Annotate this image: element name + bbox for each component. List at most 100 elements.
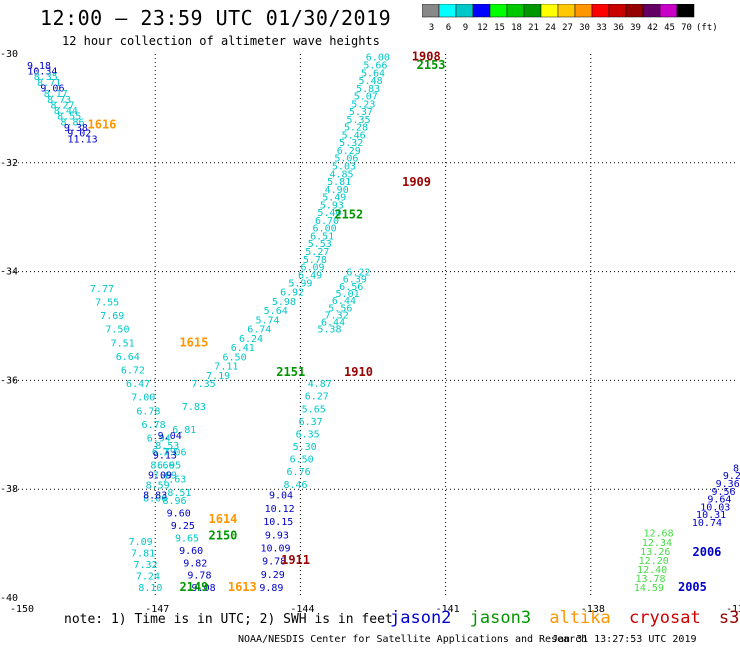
wave-height-value: 6.76 (287, 467, 311, 478)
wave-height-value: 10.09 (260, 543, 290, 554)
wave-height-value: 11.13 (68, 134, 98, 145)
wave-height-value: 5.98 (272, 297, 296, 308)
pass-time-label: 2005 (678, 580, 707, 594)
x-tick-label: -144 (290, 604, 314, 615)
wave-height-value: 7.00 (131, 393, 155, 404)
pass-time-label: 2150 (209, 528, 238, 542)
wave-height-value: 8.46 (284, 480, 308, 491)
wave-height-value: 5.27 (305, 247, 329, 258)
wave-height-value: 6.74 (247, 325, 271, 336)
wave-height-value: 9.89 (259, 583, 283, 594)
wave-height-value: 6.78 (142, 420, 166, 431)
wave-height-value: 5.56 (328, 303, 352, 314)
wave-height-value: 9.18 (27, 61, 51, 72)
wave-height-value: 5.49 (322, 193, 346, 204)
wave-height-value: 14.59 (634, 583, 664, 594)
chart-subtitle: 12 hour collection of altimeter wave hei… (62, 34, 380, 48)
wave-height-value: 6.47 (126, 379, 150, 390)
wave-height-value: 6.09 (300, 263, 324, 274)
wave-height-value: 4.90 (325, 185, 349, 196)
wave-height-value: 8.51 (167, 488, 191, 499)
wave-height-value: 6.81 (172, 425, 196, 436)
y-tick-label: -30 (0, 49, 18, 60)
wave-height-value: 10.03 (700, 502, 730, 513)
wave-height-value: 7.24 (136, 572, 160, 583)
wave-height-value: 6.94 (147, 434, 171, 445)
legend-label: 24 (545, 23, 556, 33)
wave-height-value: 9.78 (187, 571, 211, 582)
chart-title: 12:00 – 23:59 UTC 01/30/2019 (40, 6, 392, 30)
wave-height-value: 12.68 (644, 529, 674, 540)
wave-height-value: 6.72 (121, 366, 145, 377)
wave-height-value: 9.08 (192, 583, 216, 594)
wave-height-value: 8.83 (143, 491, 167, 502)
wave-height-value: 5.40 (317, 208, 341, 219)
wave-height-value: 7.32 (325, 310, 349, 321)
x-tick-label: -138 (581, 604, 605, 615)
x-tick-label: -141 (436, 604, 460, 615)
wave-height-value: 5.32 (339, 138, 363, 149)
wave-height-value: 9.29 (261, 570, 285, 581)
wave-height-value: 10.31 (696, 510, 726, 521)
wave-height-value: 9.36 (716, 479, 740, 490)
wave-height-value: 5.23 (351, 99, 375, 110)
wave-height-value: 9.56 (712, 487, 736, 498)
footer-note: note: 1) Time is in UTC; 2) SWH is in fe… (64, 612, 393, 627)
legend-label: 39 (630, 23, 641, 33)
wave-height-value: 5.74 (255, 315, 279, 326)
color-legend: 3 6 9 12 15 18 21 24 27 30 33 36 39 42 45 70 (ft) (422, 4, 718, 33)
x-tick-label: -147 (145, 604, 169, 615)
wave-height-value: 6.27 (305, 392, 329, 403)
pass-time-label: 1616 (88, 118, 117, 132)
wave-height-value: 8.86 (61, 117, 85, 128)
legend-label: 21 (528, 23, 539, 33)
pass-time-label: 1908 (412, 50, 441, 64)
pass-time-label: 1909 (402, 175, 431, 189)
wave-height-value: 6.49 (298, 270, 322, 281)
wave-height-value: 5.99 (288, 278, 312, 289)
credit-text: NOAA/NESDIS Center for Satellite Applica… (238, 634, 588, 645)
wave-height-value: 6.56 (339, 282, 363, 293)
wave-height-value: 8.17 (44, 89, 68, 100)
wave-height-value: 9.60 (179, 546, 203, 557)
wave-height-value: 9.38 (64, 123, 88, 134)
wave-height-value: 6.00 (313, 224, 337, 235)
legend-label: 36 (613, 23, 624, 33)
wave-height-value: 5.03 (332, 162, 356, 173)
wave-height-value: 7.09 (129, 537, 153, 548)
wave-height-value: 8.71 (37, 78, 61, 89)
legend-swatch (676, 4, 695, 18)
x-tick-label: -150 (10, 604, 34, 615)
wave-height-value: 8.06 (143, 493, 167, 504)
wave-height-value: 5.78 (303, 255, 327, 266)
wave-height-value: 6.41 (231, 343, 255, 354)
wave-height-value: 5.35 (346, 115, 370, 126)
wave-height-value: 6.44 (332, 296, 356, 307)
wave-height-value: 7.81 (131, 548, 155, 559)
y-tick-label: -32 (0, 158, 18, 169)
legend-label: 15 (494, 23, 505, 33)
wave-height-value: 5.37 (349, 107, 373, 118)
wave-height-value: 7.35 (192, 379, 216, 390)
wave-height-value: 6.50 (223, 352, 247, 363)
wave-height-value: 5.07 (354, 92, 378, 103)
pass-time-label: 1615 (179, 335, 208, 349)
wave-height-value: 6.51 (310, 231, 334, 242)
wave-height-value: 8.55 (57, 112, 81, 123)
wave-height-value: 5.01 (336, 289, 360, 300)
pass-time-label: 2153 (417, 58, 446, 72)
wave-height-value: 6.29 (337, 146, 361, 157)
wave-height-value: 5.06 (334, 154, 358, 165)
wave-height-value: 9.65 (175, 533, 199, 544)
wave-height-value: 6.79 (152, 447, 176, 458)
wave-height-value: 5.28 (344, 123, 368, 134)
wave-height-value: 9.78 (262, 557, 286, 568)
wave-height-value: 4.85 (329, 169, 353, 180)
y-tick-label: -34 (0, 267, 18, 278)
pass-time-label: 2006 (693, 545, 722, 559)
legend-label: 70 (681, 23, 692, 33)
legend-label: 42 (647, 23, 658, 33)
wave-height-value: 9.04 (158, 431, 182, 442)
wave-height-value: 6.24 (239, 334, 263, 345)
wave-height-value: 9.60 (167, 509, 191, 520)
